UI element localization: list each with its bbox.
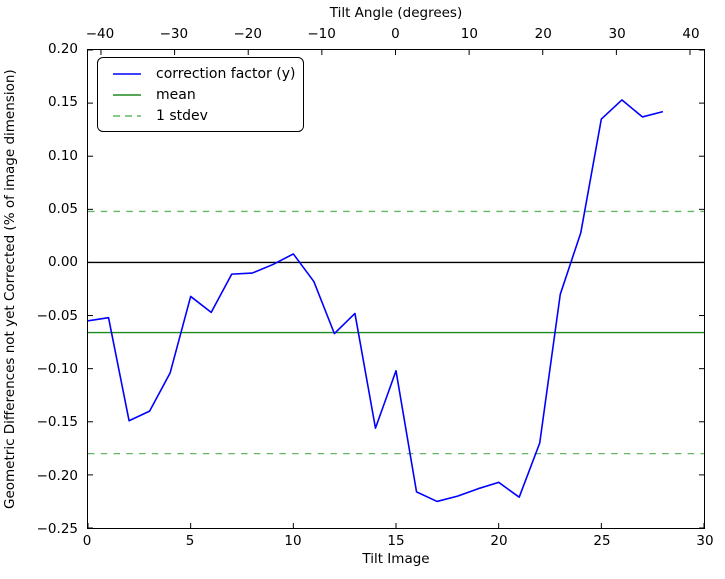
top-tick-labels: −40 −30 −20 −10 0 10 20 30 40 — [85, 26, 705, 44]
tick-label: 0.05 — [47, 200, 78, 217]
x-axis-title: Tilt Image — [362, 551, 430, 567]
tick-label: 0.15 — [47, 94, 78, 111]
left-tick-labels: 0.20 0.15 0.10 0.05 0.00 −0.05 −0.10 −0.15 −0.20… — [0, 41, 82, 537]
tick-label: 20 — [534, 26, 552, 42]
tick-label: 5 — [185, 533, 195, 549]
tick-label: −0.10 — [36, 360, 78, 377]
tick-label: −0.20 — [36, 467, 78, 484]
legend: correction factor (y) mean 1 stdev — [97, 57, 304, 132]
tick-label: −0.05 — [36, 307, 78, 324]
tick-label: 0.10 — [47, 147, 78, 164]
tick-label: 0 — [82, 533, 92, 549]
tick-label: 15 — [387, 533, 405, 549]
legend-label: 1 stdev — [156, 107, 208, 124]
tick-label: 20 — [490, 533, 508, 549]
top-axis-title: Tilt Angle (degrees) — [329, 5, 463, 21]
legend-item-correction-factor: correction factor (y) — [104, 63, 299, 84]
legend-item-stdev: 1 stdev — [104, 105, 299, 126]
tick-label: 25 — [593, 533, 611, 549]
legend-item-mean: mean — [104, 84, 299, 105]
legend-line-sample-blue — [113, 72, 141, 75]
tick-label: 10 — [284, 533, 302, 549]
tick-label: −0.25 — [36, 521, 78, 537]
tick-label: 30 — [608, 26, 626, 42]
tick-label: 40 — [682, 26, 700, 42]
tick-label: −40 — [85, 26, 115, 42]
bottom-tick-labels: 0 5 10 15 20 25 30 — [83, 533, 714, 551]
tick-label: −30 — [159, 26, 189, 42]
tick-label: −0.15 — [36, 414, 78, 431]
plot-canvas — [88, 50, 704, 528]
tick-label: 0.20 — [47, 41, 78, 57]
tick-label: −10 — [307, 26, 336, 42]
tick-label: 0 — [391, 26, 400, 42]
tick-label: 0.00 — [47, 254, 78, 271]
tick-label: 10 — [460, 26, 478, 42]
tick-label: 30 — [696, 533, 714, 549]
tick-label: −20 — [233, 26, 262, 42]
legend-label: mean — [156, 86, 196, 103]
legend-label: correction factor (y) — [156, 65, 296, 82]
legend-line-sample-green-solid — [113, 93, 141, 96]
plot-area — [87, 49, 705, 529]
legend-line-sample-green-dashed — [113, 114, 141, 117]
